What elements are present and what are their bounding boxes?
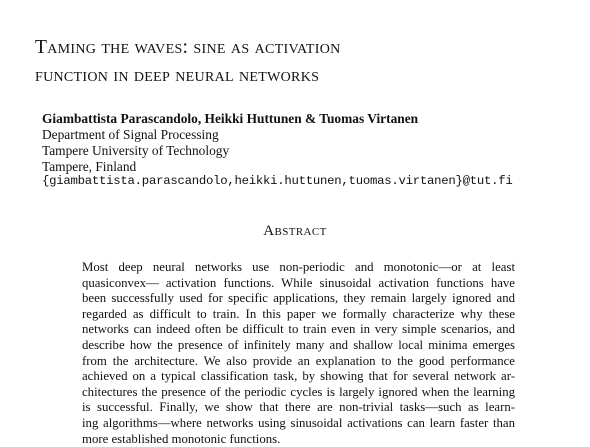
abstract-line: networks can indeed often be difficult t… [82, 322, 515, 338]
abstract-body: Most deep neural networks use non-period… [82, 260, 515, 447]
abstract-line: quasiconvex— activation functions. While… [82, 276, 515, 292]
affiliation-line: Department of Signal Processing [42, 127, 229, 143]
abstract-line: from the architecture. We also provide a… [82, 354, 515, 370]
abstract-line: been successfully used for specific appl… [82, 291, 515, 307]
author-emails: {giambattista.parascandolo,heikki.huttun… [42, 173, 513, 189]
affiliation-line: Tampere University of Technology [42, 143, 229, 159]
abstract-line: Most deep neural networks use non-period… [82, 260, 515, 276]
paper-title: Taming the waves: sine as activation fun… [35, 34, 575, 90]
abstract-line: chitectures the presence of the periodic… [82, 385, 515, 401]
abstract-line: describe how the presence of infinitely … [82, 338, 515, 354]
affiliation: Department of Signal Processing Tampere … [42, 127, 229, 175]
title-line: Taming the waves: sine as activation [35, 34, 575, 62]
abstract-line: more established monotonic functions. [82, 432, 515, 447]
author-list: Giambattista Parascandolo, Heikki Huttun… [42, 111, 418, 127]
abstract-line: is successful. Finally, we show that the… [82, 400, 515, 416]
title-line: function in deep neural networks [35, 62, 575, 90]
abstract-line: ing algorithms—where networks using sinu… [82, 416, 515, 432]
abstract-line: achieved on a typical classification tas… [82, 369, 515, 385]
abstract-line: regarded as difficult to train. In this … [82, 307, 515, 323]
abstract-heading: Abstract [0, 222, 590, 240]
